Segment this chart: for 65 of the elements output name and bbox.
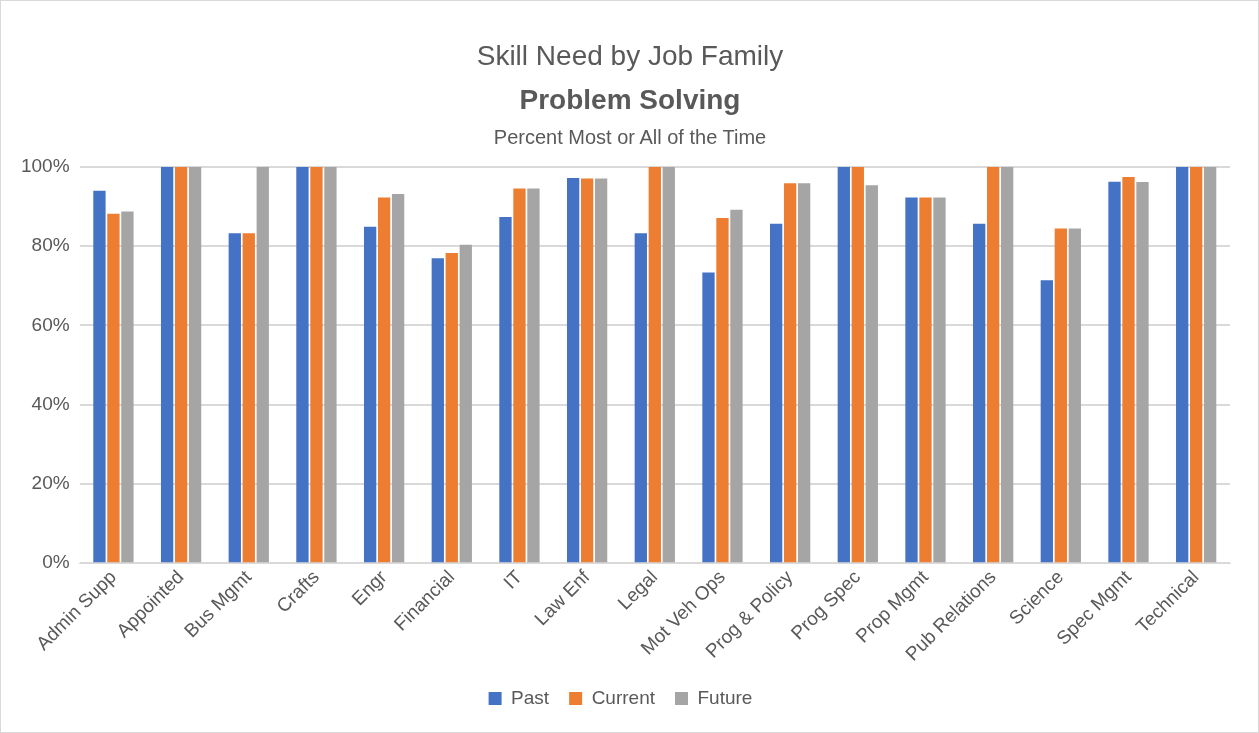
bar — [1000, 167, 1014, 563]
bar — [1040, 280, 1053, 563]
legend-label: Past — [511, 686, 550, 708]
bar — [851, 167, 864, 563]
bar — [363, 226, 377, 563]
y-tick-label: 100% — [20, 155, 70, 177]
bar — [459, 244, 472, 563]
bar — [837, 167, 850, 563]
bar — [648, 167, 661, 563]
bar — [730, 209, 743, 563]
bar — [121, 211, 134, 563]
bar — [1176, 167, 1189, 563]
bar — [783, 183, 797, 563]
bar — [566, 178, 580, 563]
bar — [377, 197, 391, 563]
bar — [634, 233, 647, 563]
bar — [256, 167, 269, 563]
bar — [973, 223, 986, 563]
bar — [174, 167, 188, 563]
y-tick-label: 0% — [42, 551, 70, 573]
bar — [107, 213, 120, 563]
bar — [431, 258, 444, 563]
bar — [662, 167, 675, 563]
bar — [987, 167, 1000, 563]
chart-subtitle: Problem Solving — [519, 83, 741, 115]
x-tick-label: IT — [499, 565, 527, 593]
bar — [324, 167, 337, 563]
bar — [580, 178, 594, 563]
bar — [527, 188, 540, 563]
bar — [93, 190, 106, 563]
bar — [310, 167, 323, 563]
bar — [865, 185, 878, 563]
bar — [1190, 167, 1203, 563]
legend-label: Future — [697, 686, 753, 708]
bar — [1136, 182, 1149, 563]
bar — [1068, 228, 1081, 563]
bar — [716, 218, 729, 563]
chart-title: Skill Need by Job Family — [476, 39, 784, 71]
legend-label: Current — [591, 686, 656, 708]
bar — [919, 197, 932, 563]
bar — [513, 188, 526, 563]
bar — [445, 252, 458, 563]
y-tick-label: 20% — [31, 472, 70, 494]
bar — [594, 178, 608, 563]
bar — [296, 167, 309, 563]
bar — [160, 167, 174, 563]
bar — [188, 167, 202, 563]
bar — [1054, 228, 1067, 563]
bar — [228, 233, 241, 563]
bar — [242, 233, 255, 563]
y-tick-label: 60% — [31, 313, 70, 335]
text: Percent Most or All of the Time — [493, 125, 767, 148]
bar — [702, 272, 715, 563]
bar — [1122, 176, 1135, 563]
bar — [1108, 181, 1121, 563]
bar — [391, 193, 405, 563]
bar — [770, 223, 783, 563]
bar — [933, 197, 946, 563]
bar — [1204, 167, 1217, 563]
bar — [905, 197, 918, 563]
y-tick-label: 80% — [31, 234, 70, 256]
bar — [797, 183, 811, 563]
bar — [499, 216, 512, 563]
x-tick-label: Law Enf — [530, 565, 595, 630]
y-tick-label: 40% — [31, 392, 70, 414]
